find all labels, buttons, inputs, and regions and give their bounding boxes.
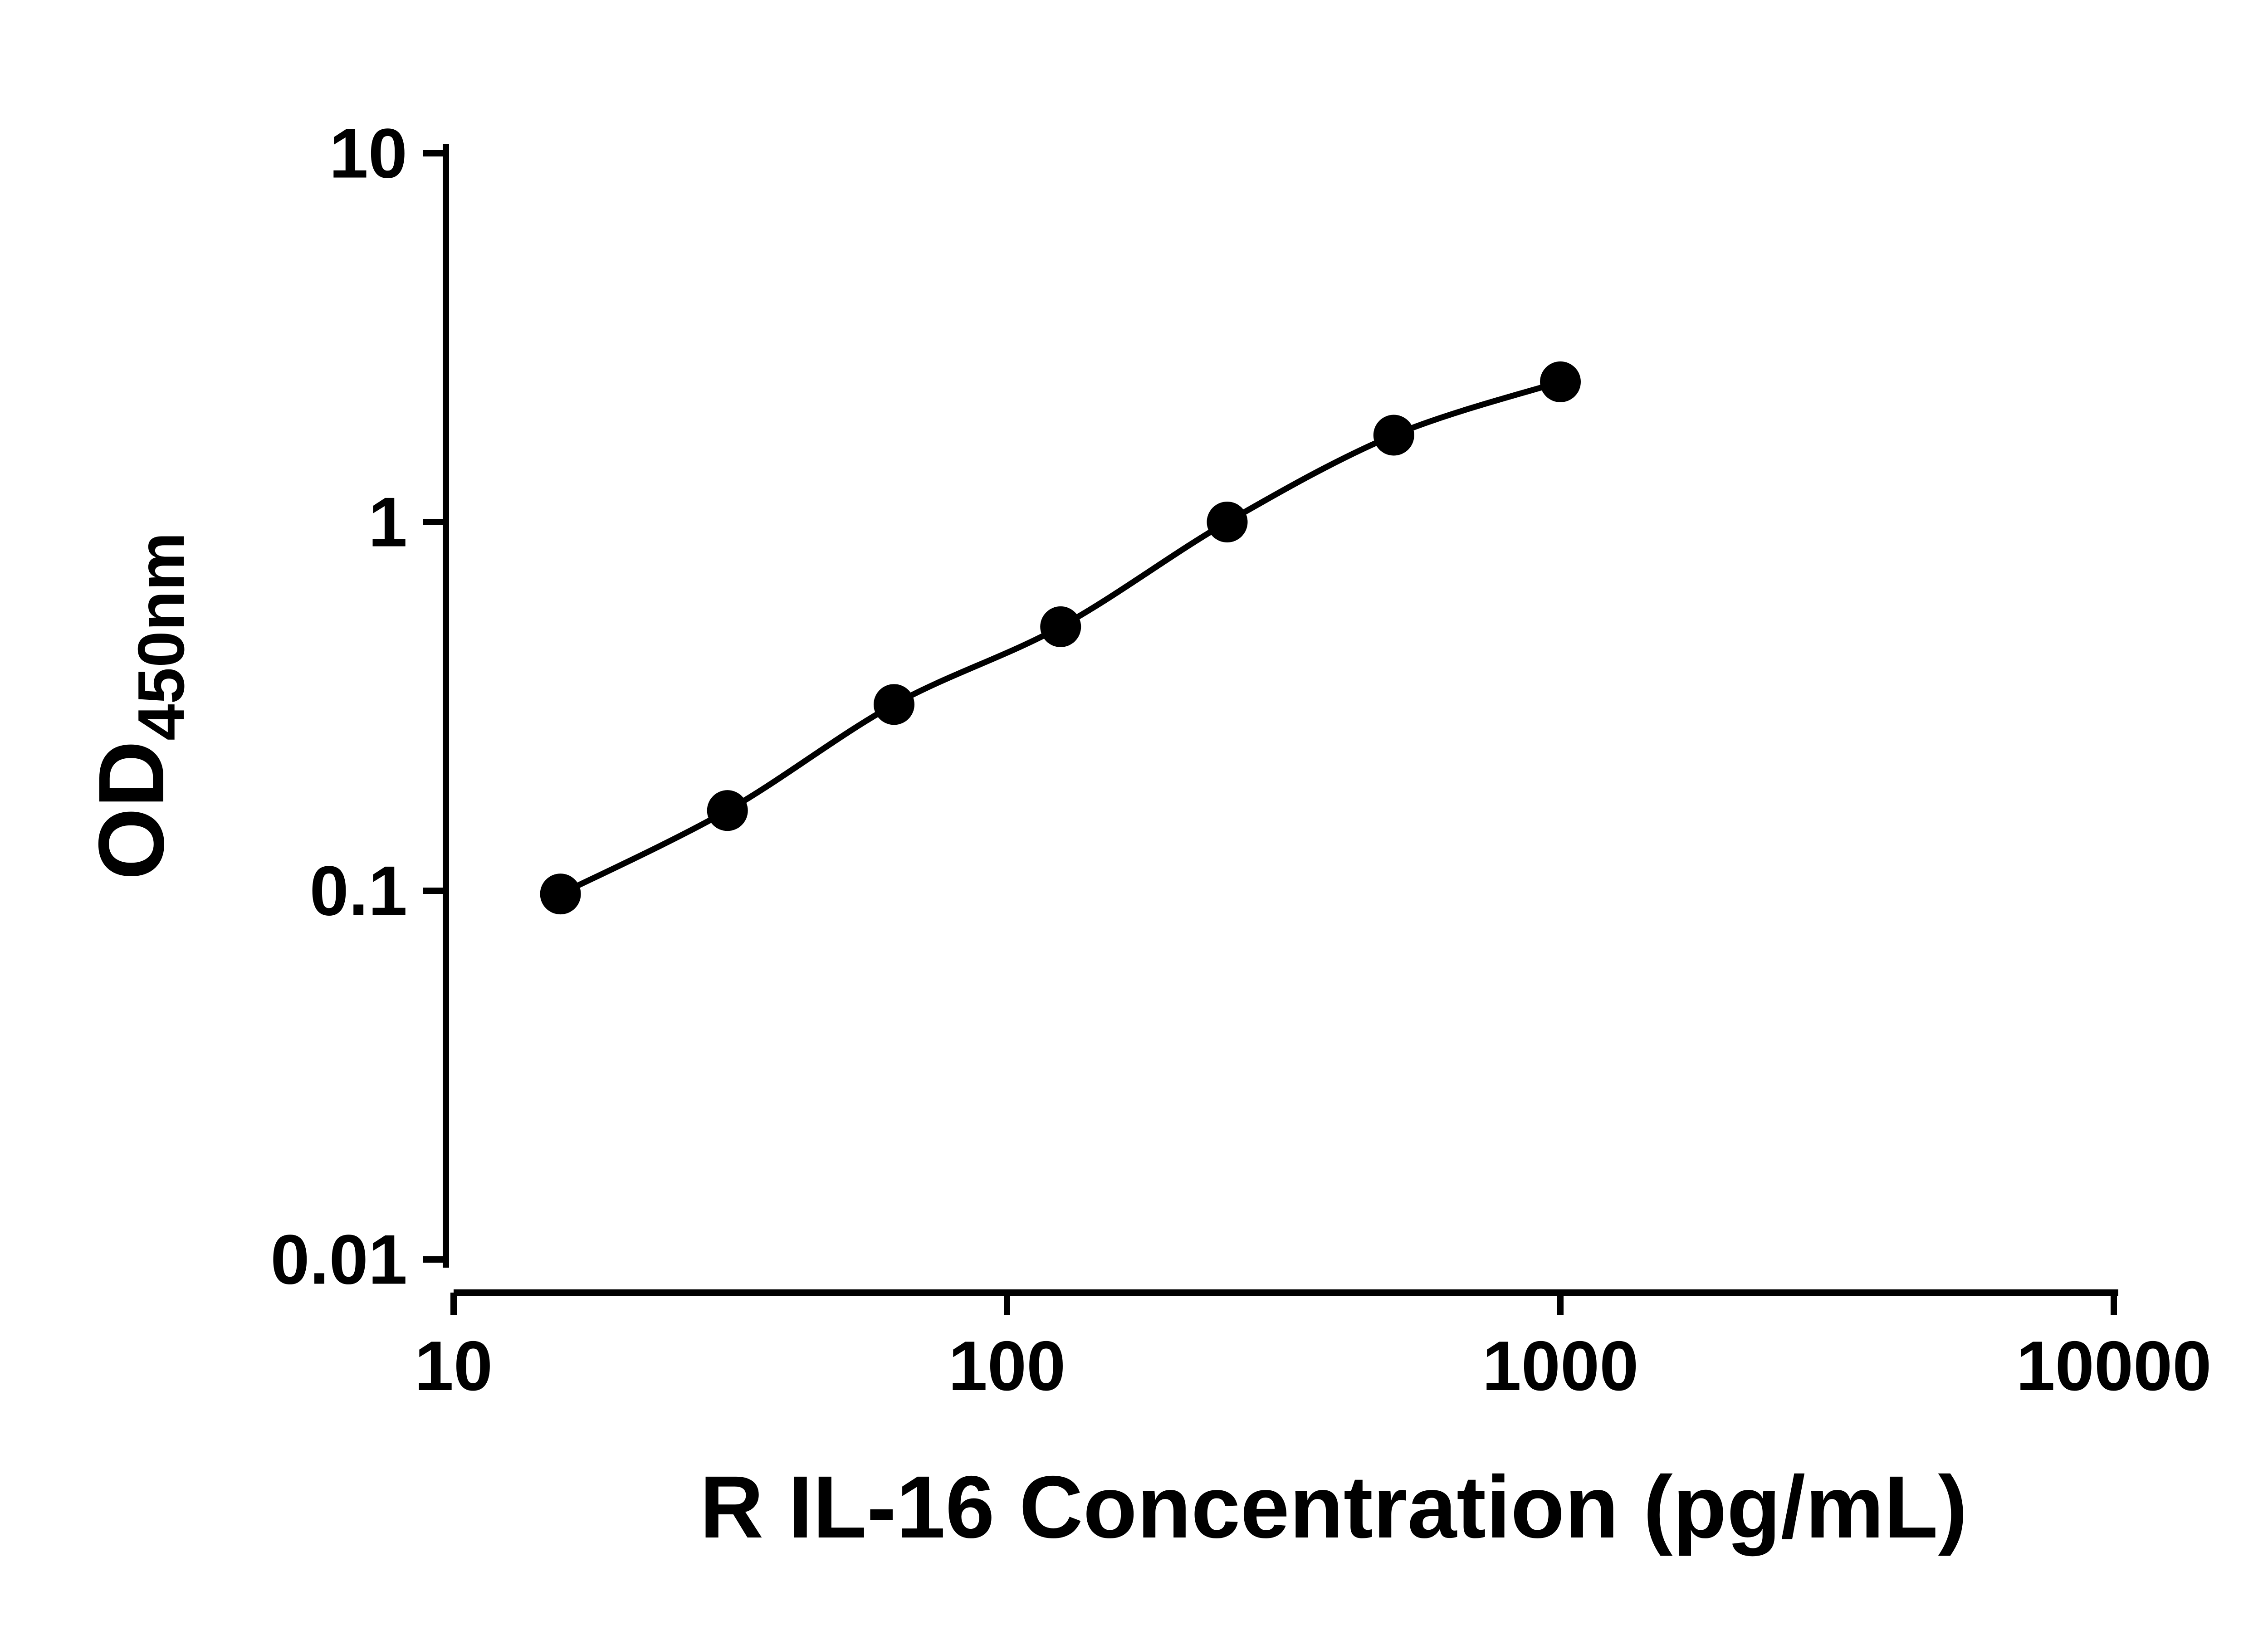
data-point	[873, 684, 914, 725]
x-tick-label: 10000	[2016, 1327, 2211, 1405]
data-point	[1040, 606, 1081, 647]
y-tick-label: 0.01	[270, 1220, 407, 1299]
data-point	[1373, 415, 1414, 456]
x-tick-label: 1000	[1482, 1327, 1639, 1405]
data-points-group	[540, 361, 1581, 915]
y-axis-title-subscript: 450nm	[124, 532, 198, 741]
y-axis-title: OD450nm	[79, 532, 198, 880]
x-axis: 10 100 1000 10000	[415, 1289, 2212, 1405]
data-point	[1540, 361, 1581, 402]
y-axis-title-main: OD	[79, 741, 183, 880]
data-point	[707, 790, 748, 831]
y-tick-label: 10	[329, 114, 407, 193]
x-axis-title: R IL-16 Concentration (pg/mL)	[700, 1458, 1968, 1557]
x-tick-label: 10	[415, 1327, 493, 1405]
data-point	[540, 874, 581, 915]
data-point	[1207, 502, 1248, 542]
x-tick-label: 100	[948, 1327, 1066, 1405]
y-tick-label: 1	[368, 483, 407, 561]
y-tick-label: 0.1	[310, 852, 407, 930]
y-axis: 0.01 0.1 1 10	[270, 114, 449, 1299]
